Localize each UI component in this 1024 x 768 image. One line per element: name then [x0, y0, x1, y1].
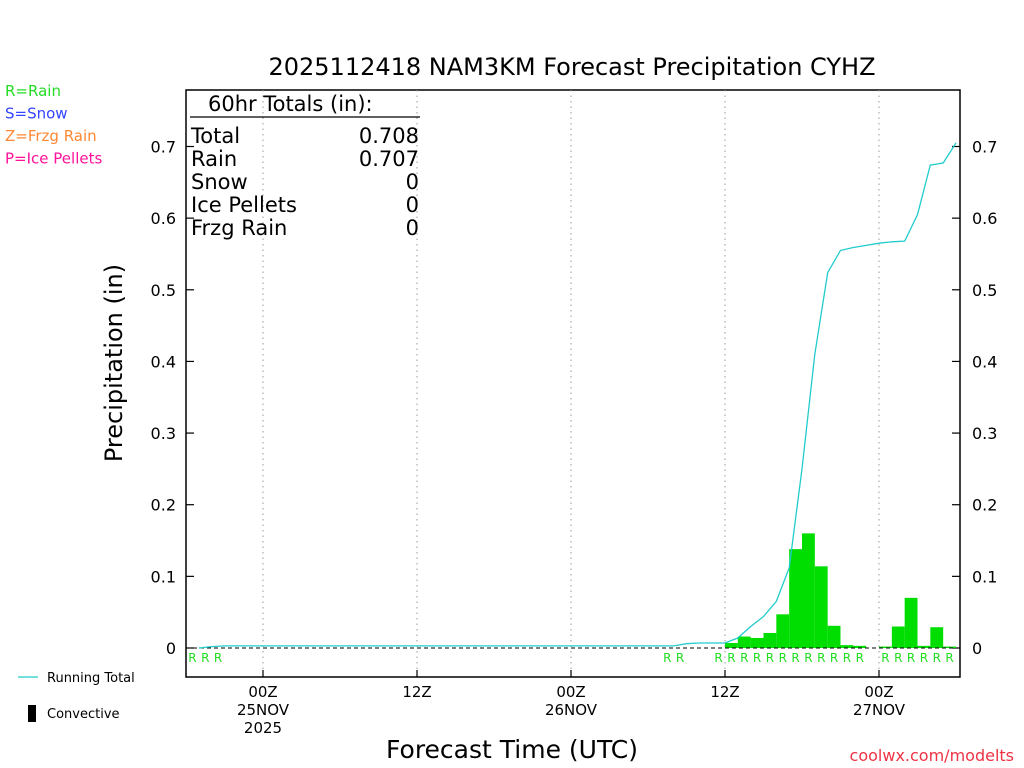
- totals-row-label: Ice Pellets: [191, 193, 297, 217]
- running-total-legend-label: Running Total: [47, 671, 135, 686]
- y-tick-label-right: 0: [972, 639, 982, 658]
- y-tick-label-right: 0.5: [972, 281, 997, 300]
- watermark: coolwx.com/modelts: [850, 746, 1014, 765]
- precip-bar: [737, 636, 751, 648]
- y-tick-label-right: 0.4: [972, 352, 997, 371]
- grid-lines: [262, 90, 880, 677]
- precip-bar: [879, 646, 892, 648]
- y-tick-label: 0.6: [151, 209, 176, 228]
- ptype-marker: R: [201, 651, 209, 665]
- y-tick-label: 0.2: [151, 496, 176, 515]
- ptype-legend: R=Rain S=Snow Z=Frzg Rain P=Ice Pellets: [5, 82, 102, 168]
- y-tick-label: 0.1: [151, 567, 176, 586]
- x-tick-label: 00Z: [248, 683, 277, 701]
- y-axis-right: 0 0.1 0.2 0.3 0.4 0.5 0.6 0.7: [952, 138, 997, 658]
- ptype-marker: R: [791, 651, 799, 665]
- x-tick-label: 00Z: [556, 683, 585, 701]
- precip-bar: [776, 614, 790, 648]
- ptype-marker: R: [920, 651, 928, 665]
- x-axis-label: Forecast Time (UTC): [386, 735, 638, 764]
- legend-item: S=Snow: [5, 105, 68, 123]
- y-tick-label: 0.3: [151, 424, 176, 443]
- running-total-line: [198, 142, 957, 649]
- ptype-marker: R: [188, 651, 196, 665]
- ptype-marker: R: [804, 651, 812, 665]
- ptype-marker: R: [714, 651, 722, 665]
- ptype-marker: R: [907, 651, 915, 665]
- x-tick-label: 27NOV: [853, 701, 906, 719]
- precip-bars: [725, 533, 956, 648]
- ptype-marker: R: [843, 651, 851, 665]
- precip-bar: [904, 597, 918, 648]
- ptype-marker: R: [214, 651, 222, 665]
- x-tick-label: 12Z: [402, 683, 431, 701]
- legend-item: P=Ice Pellets: [5, 150, 102, 168]
- precip-bar: [827, 625, 841, 648]
- totals-heading: 60hr Totals (in):: [208, 92, 373, 116]
- y-tick-label-right: 0.2: [972, 496, 997, 515]
- totals-row-label: Frzg Rain: [191, 216, 287, 240]
- y-tick-label-right: 0.3: [972, 424, 997, 443]
- precip-bar: [750, 637, 764, 648]
- chart-title: 2025112418 NAM3KM Forecast Precipitation…: [268, 53, 875, 81]
- precip-bar: [853, 645, 867, 648]
- totals-row-value: 0: [406, 216, 419, 240]
- legend-item: R=Rain: [5, 82, 61, 100]
- legend-item: Z=Frzg Rain: [5, 127, 97, 145]
- ptype-marker: R: [753, 651, 761, 665]
- ptype-marker: R: [945, 651, 953, 665]
- y-axis-label: Precipitation (in): [100, 264, 128, 462]
- precip-bar: [930, 627, 944, 648]
- y-tick-label-right: 0.7: [972, 138, 997, 157]
- x-tick-label: 00Z: [864, 683, 893, 701]
- convective-legend-label: Convective: [47, 707, 120, 722]
- totals-row-value: 0: [406, 193, 419, 217]
- x-tick-label: 26NOV: [545, 701, 598, 719]
- precip-bar: [814, 566, 828, 648]
- convective-legend-swatch: [28, 705, 36, 722]
- y-tick-label: 0.5: [151, 281, 176, 300]
- totals-box: 60hr Totals (in): Total 0.708 Rain 0.707 Sno…: [190, 92, 420, 240]
- y-tick-label-right: 0.6: [972, 209, 997, 228]
- plot-frame: [185, 89, 961, 678]
- ptype-marker: R: [740, 651, 748, 665]
- y-tick-label-right: 0.1: [972, 567, 997, 586]
- ptype-marker: R: [676, 651, 684, 665]
- ptype-marker: R: [817, 651, 825, 665]
- ptype-marker: R: [779, 651, 787, 665]
- precip-bar: [943, 646, 956, 648]
- y-tick-label: 0.7: [151, 138, 176, 157]
- ptype-marker: R: [894, 651, 902, 665]
- totals-row-label: Rain: [191, 147, 237, 171]
- ptype-marker: R: [766, 651, 774, 665]
- totals-row-label: Total: [190, 124, 240, 148]
- running-total-series: [198, 142, 957, 649]
- x-tick-label: 12Z: [710, 683, 739, 701]
- totals-row-value: 0: [406, 170, 419, 194]
- totals-row-label: Snow: [191, 170, 248, 194]
- ptype-marker: R: [727, 651, 735, 665]
- totals-row-value: 0.708: [359, 124, 419, 148]
- x-tick-label: 25NOV: [237, 701, 290, 719]
- y-tick-label: 0: [166, 639, 176, 658]
- precip-bar: [891, 626, 905, 648]
- y-axis-left: 0 0.1 0.2 0.3 0.4 0.5 0.6 0.7: [151, 138, 194, 658]
- ptype-marker: R: [663, 651, 671, 665]
- y-tick-label: 0.4: [151, 352, 176, 371]
- ptype-marker: R: [933, 651, 941, 665]
- x-tick-label: 2025: [244, 719, 282, 737]
- ptype-marker: R: [830, 651, 838, 665]
- precip-bar: [840, 645, 854, 648]
- precip-bar: [917, 645, 931, 648]
- precip-bar: [789, 549, 802, 648]
- ptype-marker: R: [881, 651, 889, 665]
- precip-bar: [763, 632, 777, 648]
- ptype-marker: R: [856, 651, 864, 665]
- precip-bar: [802, 533, 815, 648]
- precip-bar: [725, 642, 738, 648]
- totals-row-value: 0.707: [359, 147, 419, 171]
